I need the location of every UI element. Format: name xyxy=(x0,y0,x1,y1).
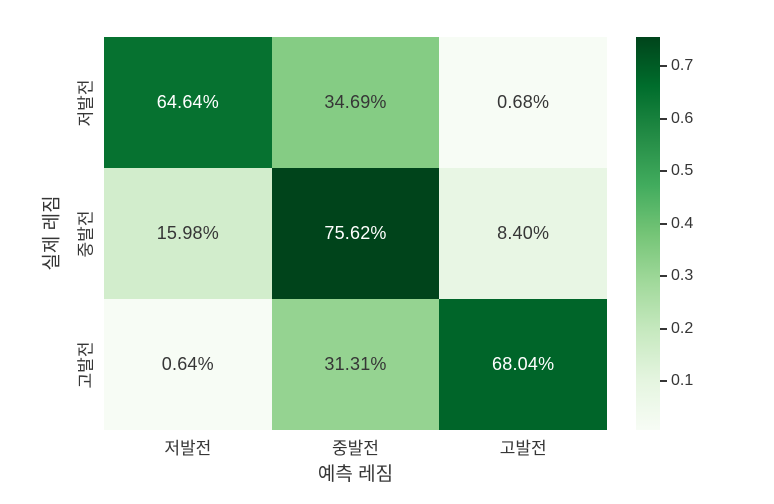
y-tick-label: 고발전 xyxy=(76,341,96,388)
x-tick-label: 고발전 xyxy=(499,439,547,458)
colorbar-tick xyxy=(660,275,667,278)
colorbar-tick-label: 0.4 xyxy=(671,214,694,232)
heatmap-cell: 0.64% xyxy=(104,299,272,430)
colorbar-tick-label: 0.6 xyxy=(671,109,694,127)
cell-value: 0.64% xyxy=(161,354,214,374)
colorbar-tick xyxy=(660,65,667,68)
colorbar-tick xyxy=(660,222,667,225)
x-tick-label: 저발전 xyxy=(164,439,212,458)
cell-value: 15.98% xyxy=(156,223,219,243)
colorbar-tick-label: 0.3 xyxy=(671,267,694,285)
colorbar-tick xyxy=(660,379,667,382)
x-axis-title: 예측 레짐 xyxy=(317,464,394,485)
heatmap-cell: 15.98% xyxy=(104,168,272,299)
y-tick-label: 저발전 xyxy=(76,79,96,126)
colorbar-tick-label: 0.7 xyxy=(671,57,694,75)
colorbar-tick-label: 0.5 xyxy=(671,162,694,180)
colorbar-tick xyxy=(660,117,667,120)
heatmap-cell: 0.68% xyxy=(439,37,607,168)
heatmap-grid: 64.64% 34.69% 0.68% 15.98% 75.62% 8.40% 0.64% 3… xyxy=(104,37,607,430)
cell-value: 0.68% xyxy=(497,92,550,112)
heatmap-cell: 68.04% xyxy=(439,299,607,430)
colorbar-tick-label: 0.1 xyxy=(671,371,694,389)
heatmap-cell: 34.69% xyxy=(271,37,440,168)
heatmap-cell: 64.64% xyxy=(104,37,272,168)
x-tick-label: 중발전 xyxy=(332,439,379,458)
y-tick-label: 중발전 xyxy=(76,210,96,257)
colorbar-tick xyxy=(660,327,667,330)
colorbar-tick xyxy=(660,170,667,173)
cell-value: 75.62% xyxy=(324,223,387,243)
colorbar-tick-label: 0.2 xyxy=(671,319,694,337)
cell-value: 8.40% xyxy=(497,223,550,243)
heatmap-cell: 75.62% xyxy=(271,168,440,299)
cell-value: 68.04% xyxy=(492,354,555,374)
cell-value: 64.64% xyxy=(156,92,219,112)
cell-value: 34.69% xyxy=(324,92,387,112)
cell-value: 31.31% xyxy=(324,354,387,374)
colorbar xyxy=(636,37,660,430)
heatmap-cell: 31.31% xyxy=(271,299,440,430)
y-axis-title: 실제 레짐 xyxy=(41,195,63,271)
heatmap-cell: 8.40% xyxy=(439,168,607,299)
